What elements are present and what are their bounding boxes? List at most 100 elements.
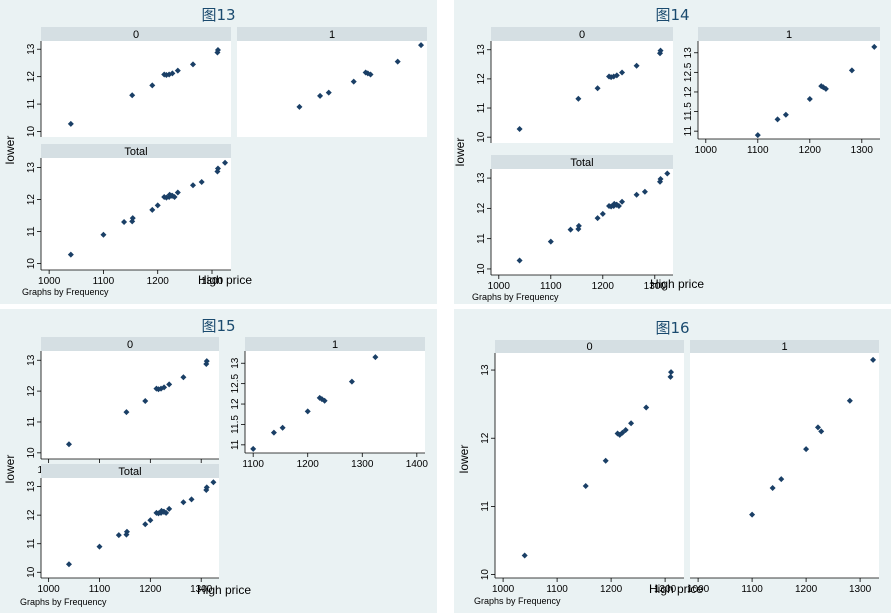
data-point	[622, 427, 629, 434]
y-axis-title: lower	[3, 455, 17, 484]
y-tick-label: 11	[26, 416, 37, 427]
plot-area	[491, 41, 673, 143]
data-point	[174, 67, 181, 74]
data-point	[372, 354, 379, 361]
x-tick-label: 1300	[190, 584, 213, 595]
data-point	[190, 61, 196, 68]
figure-13-chart: 0 10 11 12 13 1 Total 10 11 12 13 1000 1100 1200 1300 l…	[3, 27, 427, 297]
data-point	[123, 531, 130, 538]
x-tick-label: 1300	[201, 276, 224, 287]
data-point	[67, 120, 74, 127]
y-tick-label: 12	[480, 432, 491, 444]
data-point	[222, 159, 229, 166]
data-point	[325, 89, 332, 96]
x-tick-label: 1100	[546, 584, 568, 595]
data-point	[149, 82, 156, 89]
panel-strip-label: Total	[570, 157, 593, 169]
y-tick-label: 10	[26, 566, 37, 578]
y-axis-title: lower	[453, 138, 467, 167]
data-point	[782, 111, 789, 118]
data-point	[778, 476, 785, 483]
x-tick-label: 1300	[644, 281, 667, 292]
x-tick-label: 1000	[38, 584, 61, 595]
x-tick-label: 1000	[38, 276, 61, 287]
x-tick-label: 1000	[488, 281, 511, 292]
x-axis-title: High price	[198, 273, 252, 287]
data-point	[567, 226, 574, 233]
data-point	[774, 116, 781, 123]
x-tick-label: 1100	[747, 145, 769, 156]
data-point	[657, 175, 664, 182]
data-point	[121, 219, 128, 225]
data-point	[575, 95, 582, 102]
panel-strip-label: 0	[586, 341, 592, 353]
data-point	[210, 479, 217, 486]
figure-16-panel: 图16 0 10 11 12 13 1000 1100 1200 1300 1 1000 1100 12…	[454, 309, 891, 613]
data-point	[814, 424, 821, 431]
x-tick-label: 1100	[242, 459, 264, 470]
data-point	[848, 67, 855, 74]
x-tick-label: 1100	[89, 584, 111, 595]
data-point	[129, 92, 136, 99]
y-tick-label: 12.5	[230, 373, 241, 393]
x-tick-label: 1200	[799, 145, 822, 156]
data-point	[317, 92, 324, 99]
panel-strip	[495, 340, 684, 353]
panel-strip	[491, 27, 673, 41]
x-tick-label: 1100	[540, 281, 562, 292]
data-point	[149, 206, 156, 213]
x-tick-label: 1200	[147, 276, 170, 287]
figure-16-title: 图16	[655, 319, 690, 337]
x-tick-label: 1300	[351, 459, 374, 470]
plot-area	[491, 169, 673, 275]
y-tick-label: 11	[476, 102, 487, 113]
x-tick-label: 1200	[600, 584, 623, 595]
data-point	[250, 445, 257, 452]
y-tick-label: 11.5	[230, 415, 241, 434]
y-tick-label: 10	[476, 131, 487, 143]
figure-13-panel: 图13 0 10 11 12 13 1 Total 10 11 12 13 1000 1100 1200 1…	[0, 0, 437, 304]
data-point	[619, 69, 626, 76]
y-tick-label: 13	[683, 47, 694, 59]
y-tick-label: 12	[476, 73, 487, 85]
x-axis-title: High price	[197, 583, 251, 597]
x-tick-label: 1000	[687, 584, 710, 595]
y-tick-label: 13	[476, 44, 487, 56]
data-point	[657, 47, 664, 54]
panel-strip-label: 0	[127, 339, 133, 351]
x-tick-label: 1300	[849, 584, 872, 595]
y-tick-label: 10	[26, 447, 37, 459]
plot-area	[41, 41, 231, 137]
data-point	[296, 103, 303, 110]
data-point	[818, 428, 825, 435]
data-point	[599, 210, 606, 217]
data-point	[348, 378, 355, 385]
data-point	[154, 202, 161, 209]
data-point	[367, 71, 374, 78]
data-point	[871, 43, 878, 50]
data-point	[521, 552, 528, 559]
data-point	[633, 62, 640, 69]
figure-15-title: 图15	[201, 317, 236, 335]
plot-area	[245, 351, 425, 453]
data-point	[754, 132, 761, 139]
y-tick-label: 13	[26, 481, 37, 493]
figure-14-panel: 图14 0 10 11 12 13 1 11 11.5 12 12.5 13 1000 1100 1200…	[453, 0, 891, 304]
data-point	[613, 72, 620, 79]
panel-strip-label: Total	[124, 146, 147, 158]
panel-strip-label: 0	[133, 29, 139, 41]
y-tick-label: 12	[683, 86, 694, 98]
data-point	[547, 238, 554, 245]
data-point	[806, 96, 813, 103]
figure-16-chart: 0 10 11 12 13 1000 1100 1200 1300 1 1000 1100 1200 13…	[457, 340, 879, 606]
data-point	[163, 509, 170, 516]
y-tick-label: 13	[476, 172, 487, 184]
x-tick-label: 1300	[654, 584, 677, 595]
data-point	[394, 58, 401, 65]
x-tick-label: 1100	[741, 584, 763, 595]
x-tick-label: 1100	[93, 276, 115, 287]
y-tick-label: 12	[26, 71, 37, 83]
data-point	[147, 517, 154, 524]
panel-strip	[237, 27, 427, 41]
